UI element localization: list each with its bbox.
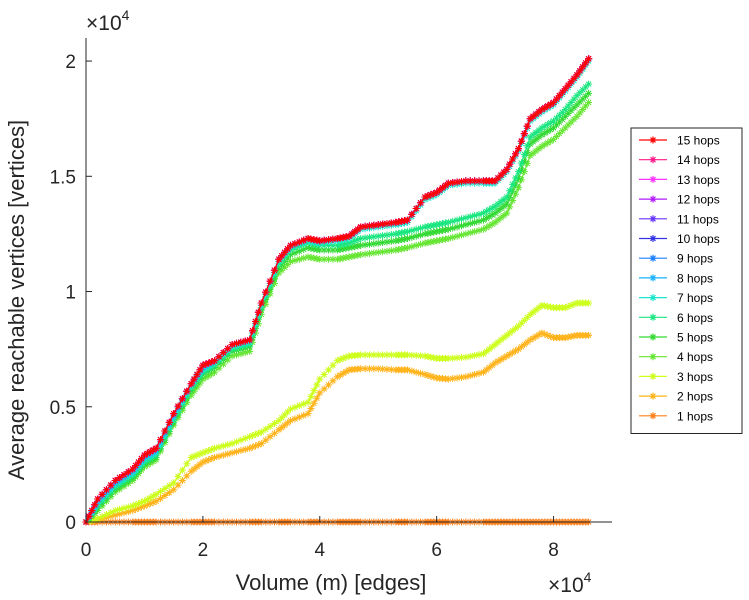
x-tick-label: 2: [198, 540, 209, 561]
legend-label: 14 hops: [677, 153, 720, 167]
legend: 15 hops 14 hops 13 hops 12 hops 11 hops 10 ho…: [630, 127, 743, 434]
plot-area: 0 2 4 6 8 0 0.5 1 1.5 2: [50, 38, 612, 561]
y-tick-label: 2: [65, 52, 76, 73]
legend-item: 12 hops: [639, 193, 720, 207]
legend-item: 3 hops: [639, 370, 713, 384]
legend-swatch-marker: [649, 156, 657, 164]
series-markers: [82, 80, 593, 526]
legend-swatch-marker: [649, 254, 657, 262]
series-markers: [82, 99, 593, 526]
series-6-hops: [82, 80, 593, 526]
legend-item: 6 hops: [639, 311, 713, 325]
axis-lines: [85, 38, 612, 523]
legend-label: 15 hops: [677, 134, 720, 148]
y-tick-label: 0.5: [50, 398, 76, 419]
legend-label: 11 hops: [677, 212, 719, 226]
legend-label: 1 hops: [677, 409, 713, 423]
legend-item: 7 hops: [639, 291, 713, 305]
legend-swatch-marker: [649, 372, 657, 380]
x-tick-label: 0: [81, 540, 92, 561]
legend-swatch-marker: [649, 175, 657, 183]
legend-item: 2 hops: [639, 390, 713, 404]
series-3-hops: [82, 299, 593, 526]
x-tick-label: 8: [548, 540, 559, 561]
y-axis-multiplier: ×104: [86, 7, 130, 35]
legend-label: 5 hops: [677, 331, 713, 345]
y-multiplier-base: ×10: [86, 12, 122, 35]
legend-swatch-marker: [649, 215, 657, 223]
legend-item: 11 hops: [639, 212, 719, 226]
legend-label: 10 hops: [677, 232, 720, 246]
series-line: [85, 83, 590, 523]
y-tick-label: 1.5: [50, 167, 76, 188]
legend-item: 4 hops: [639, 350, 713, 364]
legend-item: 15 hops: [639, 134, 720, 148]
y-axis-label: Average reachable vertices [vertices]: [4, 120, 29, 480]
legend-swatch-marker: [649, 136, 657, 144]
x-multiplier-base: ×10: [548, 574, 584, 597]
legend-swatch-marker: [649, 274, 657, 282]
legend-item: 14 hops: [639, 153, 720, 167]
series-markers: [82, 299, 593, 526]
y-multiplier-exponent: 4: [122, 7, 130, 23]
legend-label: 4 hops: [677, 350, 713, 364]
legend-label: 3 hops: [677, 370, 713, 384]
series-line: [85, 302, 589, 523]
legend-swatch-marker: [649, 235, 657, 242]
series-4-hops: [82, 99, 593, 526]
legend-swatch-marker: [649, 333, 657, 341]
legend-label: 6 hops: [677, 311, 713, 325]
x-tick-label: 6: [431, 540, 442, 561]
legend-item: 9 hops: [639, 252, 713, 266]
legend-swatch-marker: [649, 313, 657, 321]
series-layer: [82, 55, 593, 526]
tick-layer: 0 2 4 6 8 0 0.5 1 1.5 2: [50, 52, 559, 561]
legend-label: 7 hops: [677, 291, 713, 305]
legend-item: 1 hops: [639, 409, 713, 423]
y-tick-label: 1: [65, 283, 76, 304]
legend-item: 13 hops: [639, 173, 720, 187]
series-line: [85, 60, 590, 523]
x-axis-multiplier: ×104: [548, 569, 592, 597]
series-line: [85, 102, 590, 523]
legend-label: 12 hops: [677, 193, 720, 207]
legend-swatch-marker: [649, 353, 657, 361]
legend-swatch-marker: [649, 294, 657, 302]
x-multiplier-exponent: 4: [584, 569, 592, 585]
legend-item: 8 hops: [639, 271, 713, 285]
x-axis-label: Volume (m) [edges]: [236, 570, 427, 595]
legend-item: 10 hops: [639, 232, 720, 246]
legend-items: 15 hops 14 hops 13 hops 12 hops 11 hops 10 ho…: [639, 134, 720, 423]
legend-swatch-marker: [649, 392, 657, 400]
y-tick-label: 0: [65, 513, 76, 534]
legend-label: 8 hops: [677, 271, 713, 285]
legend-label: 13 hops: [677, 173, 720, 187]
legend-swatch-marker: [649, 412, 657, 420]
legend-swatch-marker: [649, 195, 657, 203]
legend-label: 2 hops: [677, 390, 713, 404]
x-tick-label: 4: [314, 540, 325, 561]
legend-item: 5 hops: [639, 331, 713, 345]
legend-label: 9 hops: [677, 252, 713, 266]
